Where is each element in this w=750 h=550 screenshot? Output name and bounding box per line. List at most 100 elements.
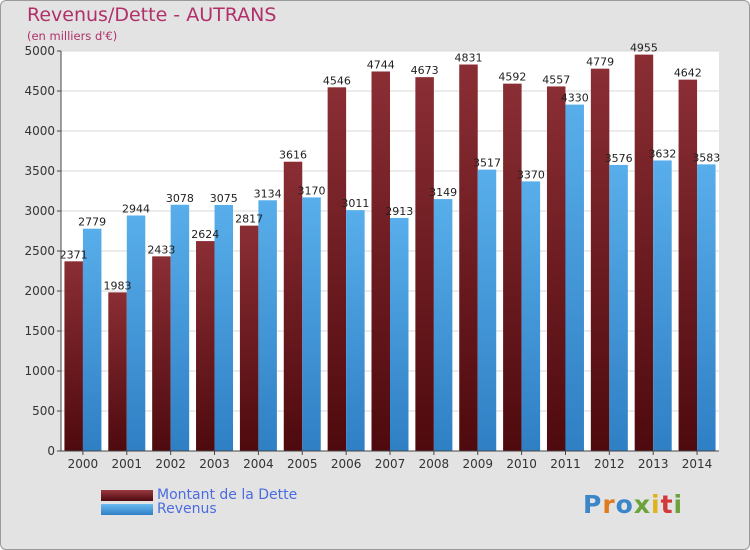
bar-debt [196,241,215,451]
bar-revenue [697,164,716,452]
data-label-debt: 4546 [323,74,351,87]
y-tick-label: 1500 [24,324,55,338]
bar-debt [590,68,610,452]
x-tick-label: 2006 [331,457,362,471]
logo-letter: P [583,490,603,519]
legend-swatch-revenue [101,503,153,515]
data-label-debt: 4779 [586,56,614,69]
data-label-revenue: 3517 [473,157,501,170]
x-tick-label: 2001 [112,457,143,471]
bar-debt [678,79,698,451]
x-tick-label: 2012 [594,457,625,471]
data-label-debt: 4592 [498,71,526,84]
data-label-debt: 4557 [542,73,570,86]
x-tick-label: 2009 [462,457,493,471]
data-label-revenue: 2944 [122,202,150,215]
bar-revenue [477,169,497,451]
data-label-revenue: 3583 [692,151,720,164]
bar-debt [283,161,303,451]
data-label-debt: 4673 [411,64,439,77]
bar-debt [634,54,654,451]
y-tick-label: 0 [47,444,55,458]
logo-letter: t [660,490,674,519]
bar-debt [546,86,566,451]
y-tick-label: 1000 [24,364,55,378]
data-label-debt: 2433 [147,243,175,256]
bar-revenue [346,210,365,451]
x-tick-label: 2004 [243,457,274,471]
bar-debt [371,71,390,451]
bar-debt [327,87,347,451]
data-label-debt: 3616 [279,149,307,162]
bar-revenue [653,160,672,451]
bar-revenue [521,181,541,451]
bar-revenue [126,215,146,451]
y-tick-label: 4500 [24,84,55,98]
chart-subtitle: (en milliers d'€) [27,29,118,43]
bar-revenue [258,200,277,451]
data-label-revenue: 3134 [254,187,282,200]
y-tick-label: 2500 [24,244,55,258]
logo-letter: i [673,490,684,519]
data-label-revenue: 3078 [166,192,194,205]
bar-debt [459,64,478,451]
bar-revenue [214,205,234,451]
bar-revenue [82,228,102,451]
y-tick-label: 500 [32,404,55,418]
y-tick-label: 2000 [24,284,55,298]
x-tick-label: 2008 [419,457,450,471]
data-label-revenue: 3370 [517,168,545,181]
y-tick-label: 4000 [24,124,55,138]
logo-letter: o [615,490,634,519]
data-label-revenue: 3170 [298,184,326,197]
bar-debt [108,292,127,451]
bar-revenue [170,204,190,451]
data-label-debt: 4831 [454,52,482,65]
logo-letter: r [602,490,616,519]
x-tick-label: 2013 [638,457,669,471]
y-tick-label: 3500 [24,164,55,178]
legend-label-revenue: Revenus [157,501,217,517]
data-label-revenue: 2913 [385,205,413,218]
data-label-revenue: 3011 [341,197,369,210]
x-tick-label: 2011 [550,457,581,471]
bar-debt [152,256,171,451]
x-tick-label: 2000 [68,457,99,471]
legend-item-revenue: Revenus [101,501,217,517]
legend-swatch-debt [101,489,153,501]
data-label-revenue: 3075 [210,192,238,205]
x-tick-label: 2002 [155,457,186,471]
data-label-revenue: 3632 [648,147,676,160]
x-tick-label: 2003 [199,457,230,471]
data-label-debt: 2817 [235,213,263,226]
data-label-debt: 2624 [191,228,219,241]
legend-item-debt: Montant de la Dette [101,487,298,503]
legend-label-debt: Montant de la Dette [157,487,298,503]
bar-revenue [609,164,628,452]
bar-revenue [433,199,453,451]
data-label-revenue: 2779 [78,216,106,229]
data-label-debt: 2371 [60,248,88,261]
bar-debt [64,261,83,451]
data-label-revenue: 4330 [561,92,589,105]
data-label-revenue: 3149 [429,186,457,199]
bar-revenue [390,217,409,451]
y-tick-label: 5000 [24,44,55,58]
bar-debt [239,225,259,451]
data-label-revenue: 3576 [605,152,633,165]
logo-letter: i [651,490,661,519]
logo-letter: x [633,490,651,519]
bar-revenue [565,104,584,451]
y-tick-label: 3000 [24,204,55,218]
chart-title: Revenus/Dette - AUTRANS [27,4,277,26]
data-label-debt: 4744 [367,58,395,71]
data-label-debt: 4955 [630,42,658,55]
bar-debt [415,77,434,451]
bar-debt [503,83,522,451]
x-tick-label: 2005 [287,457,318,471]
proxiti-logo: Proxiti [583,490,683,519]
data-label-debt: 4642 [674,67,702,80]
bar-revenue [302,197,321,451]
